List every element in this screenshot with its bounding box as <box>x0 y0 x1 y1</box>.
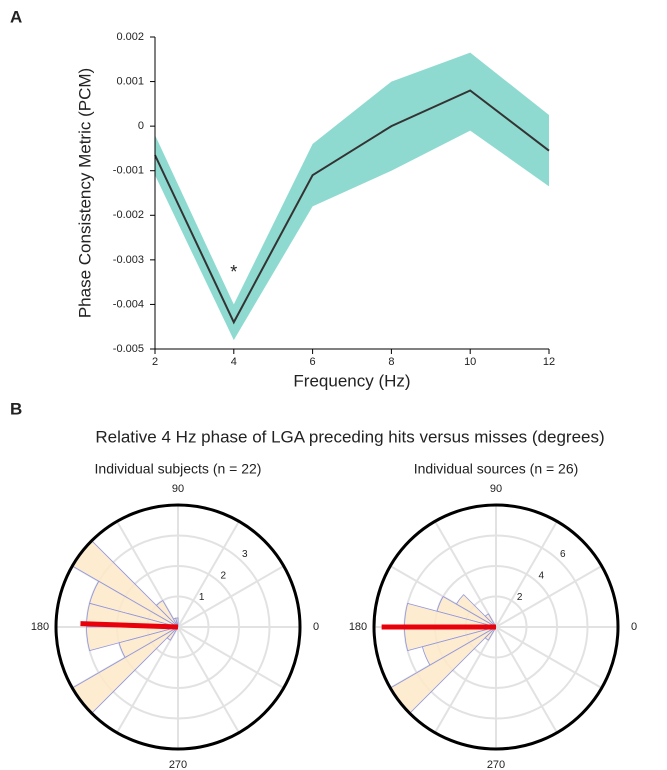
y-tick-label: -0.003 <box>113 254 144 266</box>
y-tick-label: -0.004 <box>113 298 144 310</box>
angle-tick-label: 180 <box>349 621 367 633</box>
subplot-title: Individual sources (n = 26) <box>414 461 579 477</box>
y-tick-label: 0.001 <box>116 75 144 87</box>
x-tick-label: 6 <box>310 356 316 368</box>
confidence-band <box>155 52 549 341</box>
polar-frame <box>372 503 620 751</box>
r-tick-label: 3 <box>242 549 248 560</box>
x-axis-label: Frequency (Hz) <box>293 371 410 390</box>
y-axis-label: Phase Consistency Metric (PCM) <box>75 68 94 318</box>
angle-tick-label: 180 <box>31 621 49 633</box>
panel-title: Relative 4 Hz phase of LGA preceding hit… <box>95 427 604 446</box>
y-tick-label: -0.005 <box>113 343 144 355</box>
angle-tick-label: 270 <box>487 759 505 770</box>
r-tick-label: 4 <box>538 570 544 581</box>
mean-line <box>154 89 550 325</box>
significance-marker: * <box>230 262 237 282</box>
subplot-title: Individual subjects (n = 22) <box>95 461 262 477</box>
mean-vector <box>80 621 179 630</box>
r-tick-label: 1 <box>199 592 205 603</box>
y-tick-label: 0 <box>138 120 144 132</box>
angle-tick-label: 0 <box>631 621 637 633</box>
histogram-wedge <box>166 626 179 641</box>
x-tick-label: 2 <box>152 356 158 368</box>
y-tick-label: -0.002 <box>113 209 144 221</box>
y-tick-label: 0.002 <box>116 31 144 43</box>
polar-frame <box>54 503 302 751</box>
histogram-wedge <box>484 626 497 641</box>
r-tick-label: 6 <box>560 549 566 560</box>
x-tick-label: 10 <box>464 356 476 368</box>
angle-tick-label: 90 <box>490 483 502 495</box>
x-tick-label: 12 <box>543 356 555 368</box>
x-tick-label: 4 <box>231 356 237 368</box>
x-tick-label: 8 <box>388 356 394 368</box>
panel-label: A <box>10 7 22 26</box>
r-tick-label: 2 <box>517 592 523 603</box>
y-tick-label: -0.001 <box>113 165 144 177</box>
angle-tick-label: 0 <box>313 621 319 633</box>
r-tick-label: 2 <box>220 570 226 581</box>
panel-label: B <box>10 399 22 418</box>
angle-tick-label: 90 <box>172 483 184 495</box>
angle-tick-label: 270 <box>169 759 187 770</box>
